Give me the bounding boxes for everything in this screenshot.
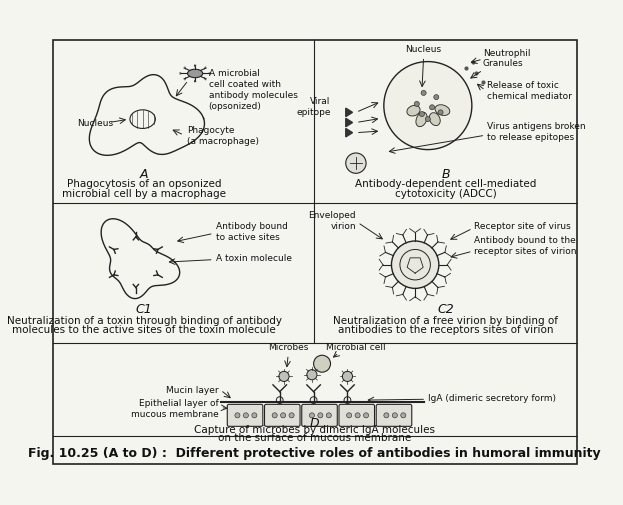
Circle shape bbox=[384, 63, 472, 150]
Circle shape bbox=[364, 413, 369, 418]
Circle shape bbox=[272, 413, 277, 418]
Text: Mucin layer: Mucin layer bbox=[166, 386, 219, 395]
Circle shape bbox=[426, 117, 430, 122]
Circle shape bbox=[414, 102, 419, 107]
Text: B: B bbox=[441, 168, 450, 180]
Circle shape bbox=[244, 413, 249, 418]
Text: Antibody bound
to active sites: Antibody bound to active sites bbox=[216, 221, 288, 241]
Text: antibodies to the receptors sites of virion: antibodies to the receptors sites of vir… bbox=[338, 324, 553, 334]
FancyBboxPatch shape bbox=[339, 405, 374, 427]
Circle shape bbox=[235, 413, 240, 418]
Circle shape bbox=[438, 111, 443, 116]
Circle shape bbox=[392, 413, 397, 418]
Text: D: D bbox=[310, 416, 319, 429]
Circle shape bbox=[326, 413, 331, 418]
Text: microbial cell by a macrophage: microbial cell by a macrophage bbox=[62, 188, 226, 198]
Text: C1: C1 bbox=[136, 302, 153, 316]
Polygon shape bbox=[346, 129, 353, 138]
Text: molecules to the active sites of the toxin molecule: molecules to the active sites of the tox… bbox=[12, 324, 276, 334]
Text: Phagocytosis of an opsonized: Phagocytosis of an opsonized bbox=[67, 179, 222, 189]
Text: Antibody bound to the
receptor sites of virion: Antibody bound to the receptor sites of … bbox=[474, 236, 577, 256]
Text: A toxin molecule: A toxin molecule bbox=[216, 254, 292, 263]
FancyBboxPatch shape bbox=[227, 405, 263, 427]
Circle shape bbox=[429, 106, 435, 111]
Text: Neutralization of a toxin through binding of antibody: Neutralization of a toxin through bindin… bbox=[7, 315, 282, 325]
Ellipse shape bbox=[429, 114, 440, 126]
FancyBboxPatch shape bbox=[302, 405, 337, 427]
Text: Enveloped
virion: Enveloped virion bbox=[308, 211, 356, 230]
Text: Receptor site of virus: Receptor site of virus bbox=[474, 222, 571, 231]
Circle shape bbox=[252, 413, 257, 418]
Circle shape bbox=[346, 413, 351, 418]
Text: IgA (dimeric secretory form): IgA (dimeric secretory form) bbox=[428, 393, 556, 402]
Circle shape bbox=[434, 95, 439, 100]
Circle shape bbox=[355, 413, 360, 418]
Ellipse shape bbox=[188, 70, 202, 78]
Circle shape bbox=[310, 413, 315, 418]
Polygon shape bbox=[346, 119, 353, 127]
Text: Granules: Granules bbox=[483, 59, 523, 68]
Circle shape bbox=[421, 91, 426, 96]
Circle shape bbox=[401, 413, 406, 418]
Circle shape bbox=[346, 154, 366, 174]
Text: Fig. 10.25 (A to D) :  Different protective roles of antibodies in humoral immun: Fig. 10.25 (A to D) : Different protecti… bbox=[28, 446, 601, 459]
Circle shape bbox=[313, 356, 331, 372]
Text: Microbes: Microbes bbox=[268, 343, 308, 351]
Text: Neutrophil: Neutrophil bbox=[483, 48, 530, 58]
Text: Epithelial layer of
mucous membrane: Epithelial layer of mucous membrane bbox=[131, 398, 219, 418]
Text: Neutralization of a free virion by binding of: Neutralization of a free virion by bindi… bbox=[333, 315, 558, 325]
Ellipse shape bbox=[407, 106, 420, 117]
Text: Nucleus: Nucleus bbox=[406, 44, 442, 54]
Circle shape bbox=[343, 372, 353, 382]
Text: C2: C2 bbox=[437, 302, 454, 316]
Ellipse shape bbox=[435, 106, 450, 116]
Circle shape bbox=[318, 413, 323, 418]
Text: Virus antigens broken
to release epitopes: Virus antigens broken to release epitope… bbox=[487, 122, 586, 142]
Text: Viral
epitope: Viral epitope bbox=[296, 96, 331, 117]
Text: A microbial
cell coated with
antibody molecules
(opsonized): A microbial cell coated with antibody mo… bbox=[209, 68, 298, 111]
Text: Capture of microbes by dimeric IgA molecules: Capture of microbes by dimeric IgA molec… bbox=[194, 424, 435, 434]
FancyBboxPatch shape bbox=[265, 405, 300, 427]
Text: A: A bbox=[140, 168, 148, 180]
Text: Phagocyte
(a macrophage): Phagocyte (a macrophage) bbox=[187, 126, 259, 146]
Text: Antibody-dependent cell-mediated: Antibody-dependent cell-mediated bbox=[355, 179, 536, 189]
Text: Microbial cell: Microbial cell bbox=[326, 343, 386, 351]
Circle shape bbox=[280, 413, 286, 418]
Text: cytotoxicity (ADCC): cytotoxicity (ADCC) bbox=[395, 188, 497, 198]
Circle shape bbox=[289, 413, 294, 418]
Circle shape bbox=[307, 370, 317, 380]
Polygon shape bbox=[346, 109, 353, 117]
Circle shape bbox=[419, 112, 424, 117]
Ellipse shape bbox=[416, 113, 427, 127]
Text: on the surface of mucous membrane: on the surface of mucous membrane bbox=[218, 432, 411, 442]
Text: Nucleus: Nucleus bbox=[77, 119, 113, 128]
Text: Release of toxic
chemical mediator: Release of toxic chemical mediator bbox=[487, 81, 572, 101]
Circle shape bbox=[279, 372, 289, 382]
Circle shape bbox=[384, 413, 389, 418]
FancyBboxPatch shape bbox=[376, 405, 412, 427]
Circle shape bbox=[391, 241, 439, 289]
